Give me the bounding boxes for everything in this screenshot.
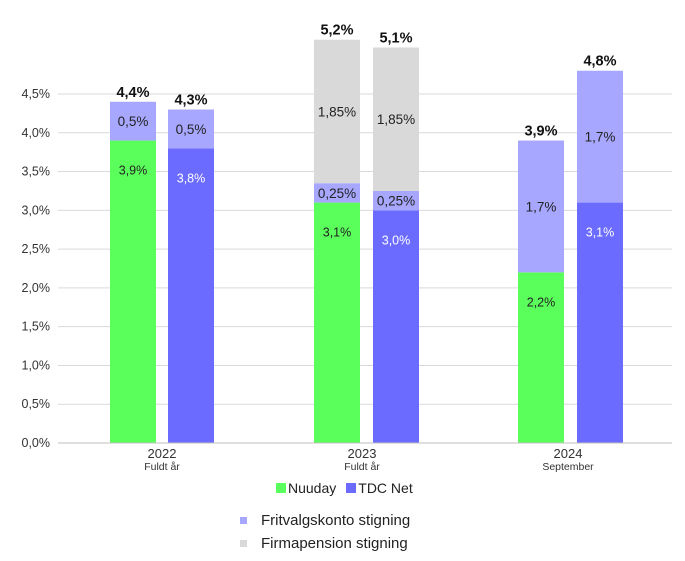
y-tick-label: 1,0% <box>22 358 51 372</box>
legend-fritvalg: Fritvalgskonto stigning <box>240 512 410 529</box>
segment-label: 3,0% <box>382 233 411 247</box>
x-tick-subtitle: Fuldt år <box>144 461 180 473</box>
bar-segment-base <box>314 202 360 443</box>
legend-swatch-firmapension <box>240 540 247 547</box>
segment-label: 1,7% <box>585 130 616 145</box>
total-label: 5,2% <box>320 23 353 39</box>
bar-segment-base <box>168 148 214 444</box>
legend-firmapension: Firmapension stigning <box>240 535 408 552</box>
total-label: 4,3% <box>174 93 207 109</box>
y-tick-label: 0,0% <box>22 436 51 450</box>
segment-label: 1,7% <box>526 199 557 214</box>
bar-segment-base <box>110 140 156 444</box>
segment-label: 1,85% <box>377 112 415 127</box>
bar-segment-base <box>518 272 564 443</box>
total-label: 4,8% <box>583 54 616 70</box>
total-label: 5,1% <box>379 30 412 46</box>
bar-segment-base <box>373 210 419 443</box>
legend-label-fritvalg: Fritvalgskonto stigning <box>261 512 411 529</box>
y-tick-label: 2,5% <box>22 242 51 256</box>
x-tick-subtitle: Fuldt år <box>344 461 380 473</box>
y-tick-label: 4,0% <box>22 126 51 140</box>
bar-segment-base <box>577 202 623 443</box>
bar-segment-fritvalg <box>314 183 360 203</box>
legend-swatch-tdc-net <box>346 483 357 493</box>
bar-segment-fritvalg <box>518 140 564 273</box>
x-tick-year: 2022 <box>148 446 177 461</box>
y-tick-label: 4,5% <box>22 87 51 101</box>
bar-segment-fritvalg <box>373 190 419 211</box>
legend-label-firmapension: Firmapension stigning <box>261 535 408 552</box>
total-label: 3,9% <box>524 124 557 140</box>
segment-label: 3,1% <box>323 226 352 240</box>
y-tick-label: 1,5% <box>22 320 51 334</box>
legend-swatch-nuuday <box>276 483 286 493</box>
segment-label: 1,85% <box>318 104 356 119</box>
segment-label: 0,25% <box>377 194 415 209</box>
y-tick-label: 2,0% <box>22 281 51 295</box>
legend-label-tdc-net: TDC Net <box>358 480 413 496</box>
y-tick-label: 0,5% <box>22 397 51 411</box>
legend-label-nuuday: Nuuday <box>288 480 337 496</box>
y-tick-label: 3,5% <box>22 165 51 179</box>
legend-companies: Nuuday TDC Net <box>276 480 413 496</box>
bar-segment-fritvalg <box>110 101 156 141</box>
segment-label: 0,5% <box>176 122 207 137</box>
bar-segment-firmapension <box>314 39 360 184</box>
x-tick-year: 2023 <box>348 446 377 461</box>
segment-label: 3,1% <box>586 226 615 240</box>
legend-swatch-fritvalg <box>240 517 247 524</box>
x-tick-subtitle: September <box>542 461 594 473</box>
y-tick-label: 3,0% <box>22 203 51 217</box>
segment-label: 0,25% <box>318 186 356 201</box>
bar-segment-fritvalg <box>577 70 623 203</box>
bar-segment-fritvalg <box>168 109 214 149</box>
segment-label: 3,9% <box>119 164 148 178</box>
segment-label: 3,8% <box>177 171 206 185</box>
segment-label: 0,5% <box>118 114 149 129</box>
x-tick-year: 2024 <box>554 446 583 461</box>
segment-label: 2,2% <box>527 295 556 309</box>
bar-segment-firmapension <box>373 47 419 191</box>
total-label: 4,4% <box>116 85 149 101</box>
